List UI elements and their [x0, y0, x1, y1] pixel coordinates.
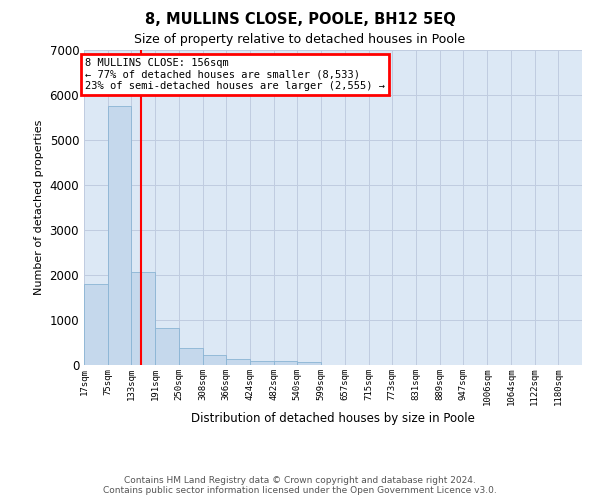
X-axis label: Distribution of detached houses by size in Poole: Distribution of detached houses by size …	[191, 412, 475, 426]
Text: 8 MULLINS CLOSE: 156sqm
← 77% of detached houses are smaller (8,533)
23% of semi: 8 MULLINS CLOSE: 156sqm ← 77% of detache…	[85, 58, 385, 92]
Bar	[155, 328, 179, 365]
Bar	[179, 348, 203, 365]
Text: Contains HM Land Registry data © Crown copyright and database right 2024.
Contai: Contains HM Land Registry data © Crown c…	[103, 476, 497, 495]
Text: Size of property relative to detached houses in Poole: Size of property relative to detached ho…	[134, 32, 466, 46]
Bar	[131, 272, 155, 365]
Bar	[274, 360, 298, 365]
Bar	[298, 362, 321, 365]
Bar	[203, 354, 226, 365]
Bar	[107, 106, 131, 365]
Bar	[226, 358, 250, 365]
Text: 8, MULLINS CLOSE, POOLE, BH12 5EQ: 8, MULLINS CLOSE, POOLE, BH12 5EQ	[145, 12, 455, 28]
Bar	[84, 284, 107, 365]
Bar	[250, 360, 274, 365]
Y-axis label: Number of detached properties: Number of detached properties	[34, 120, 44, 295]
